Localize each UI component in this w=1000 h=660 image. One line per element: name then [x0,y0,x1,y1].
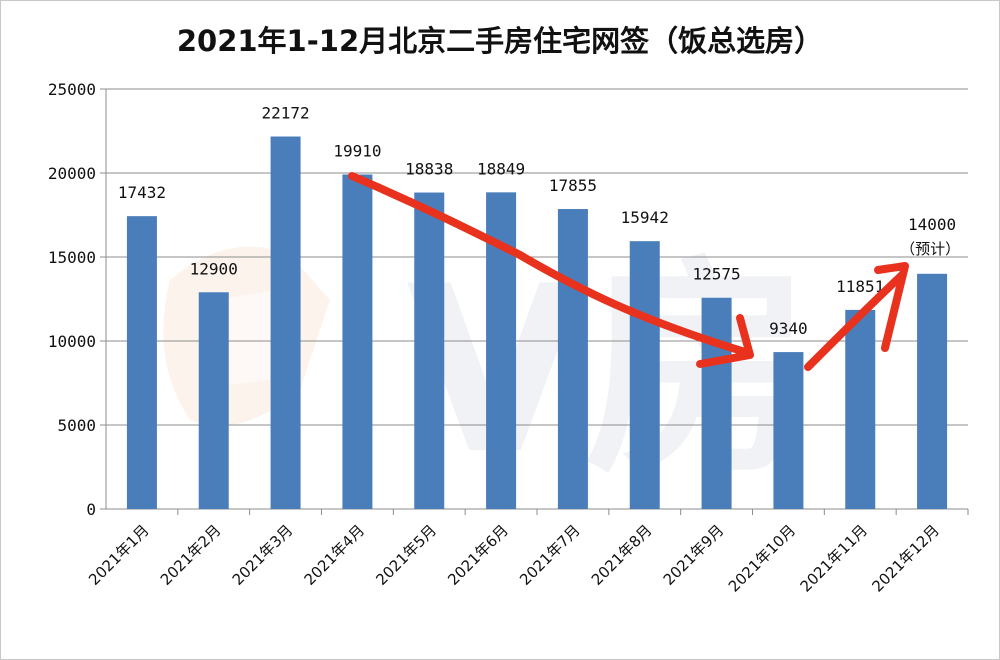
bar [126,216,157,509]
x-tick-label: 2021年11月 [797,521,871,595]
y-tick-label: 20000 [48,164,96,183]
chart-title: 2021年1-12月北京二手房住宅网签（饭总选房） [176,24,824,58]
data-label: 15942 [621,208,669,227]
y-tick-label: 10000 [48,332,96,351]
bar [414,192,445,509]
x-tick-label: 2021年1月 [85,521,153,589]
data-label: 17432 [118,183,166,202]
x-tick-label: 2021年4月 [301,521,369,589]
x-tick-label: 2021年2月 [157,521,225,589]
data-label: 11851 [836,277,884,296]
data-label: 17855 [549,176,597,195]
y-tick-label: 0 [86,500,96,519]
uptrend-arrow-line [804,271,906,371]
bar [629,241,660,510]
bar [342,174,373,509]
downtrend-arrow-line [348,172,749,356]
bar [917,273,948,509]
data-label: 12900 [190,259,238,278]
bar [198,292,229,509]
bar [845,309,876,509]
bar [557,209,588,509]
data-labels: 17432 12900 22172 19910 18838 18849 17855 15942… [118,104,960,339]
x-tick-label: 2021年5月 [372,521,440,589]
bars [126,136,948,510]
x-tick-label: 2021年10月 [725,521,799,595]
data-label: 19910 [333,142,381,161]
downtrend-arrow-head [696,314,754,368]
data-label: 12575 [692,265,740,284]
trend-arrows [348,172,909,371]
y-tick-label: 25000 [48,80,96,99]
data-label: 9340 [769,319,808,338]
x-tick-label: 2021年9月 [660,521,728,589]
data-label: 14000 [908,215,956,234]
bar [701,297,732,509]
bar [270,136,301,509]
bar [773,352,804,509]
y-tick-label: 15000 [48,248,96,267]
uptrend-arrow-head [874,262,909,352]
watermark-text: V房 [406,238,814,505]
data-label: 18849 [477,159,525,178]
data-label: 18838 [405,160,453,179]
x-tick-label: 2021年7月 [516,521,584,589]
y-tick-label: 5000 [57,416,96,435]
x-tick-label: 2021年8月 [588,521,656,589]
axes [100,88,969,515]
x-tick-label: 2021年12月 [868,521,942,595]
x-tick-label: 2021年3月 [229,521,297,589]
x-tick-label: 2021年6月 [444,521,512,589]
data-label: 22172 [261,104,309,123]
forecast-note: （预计） [900,240,960,258]
